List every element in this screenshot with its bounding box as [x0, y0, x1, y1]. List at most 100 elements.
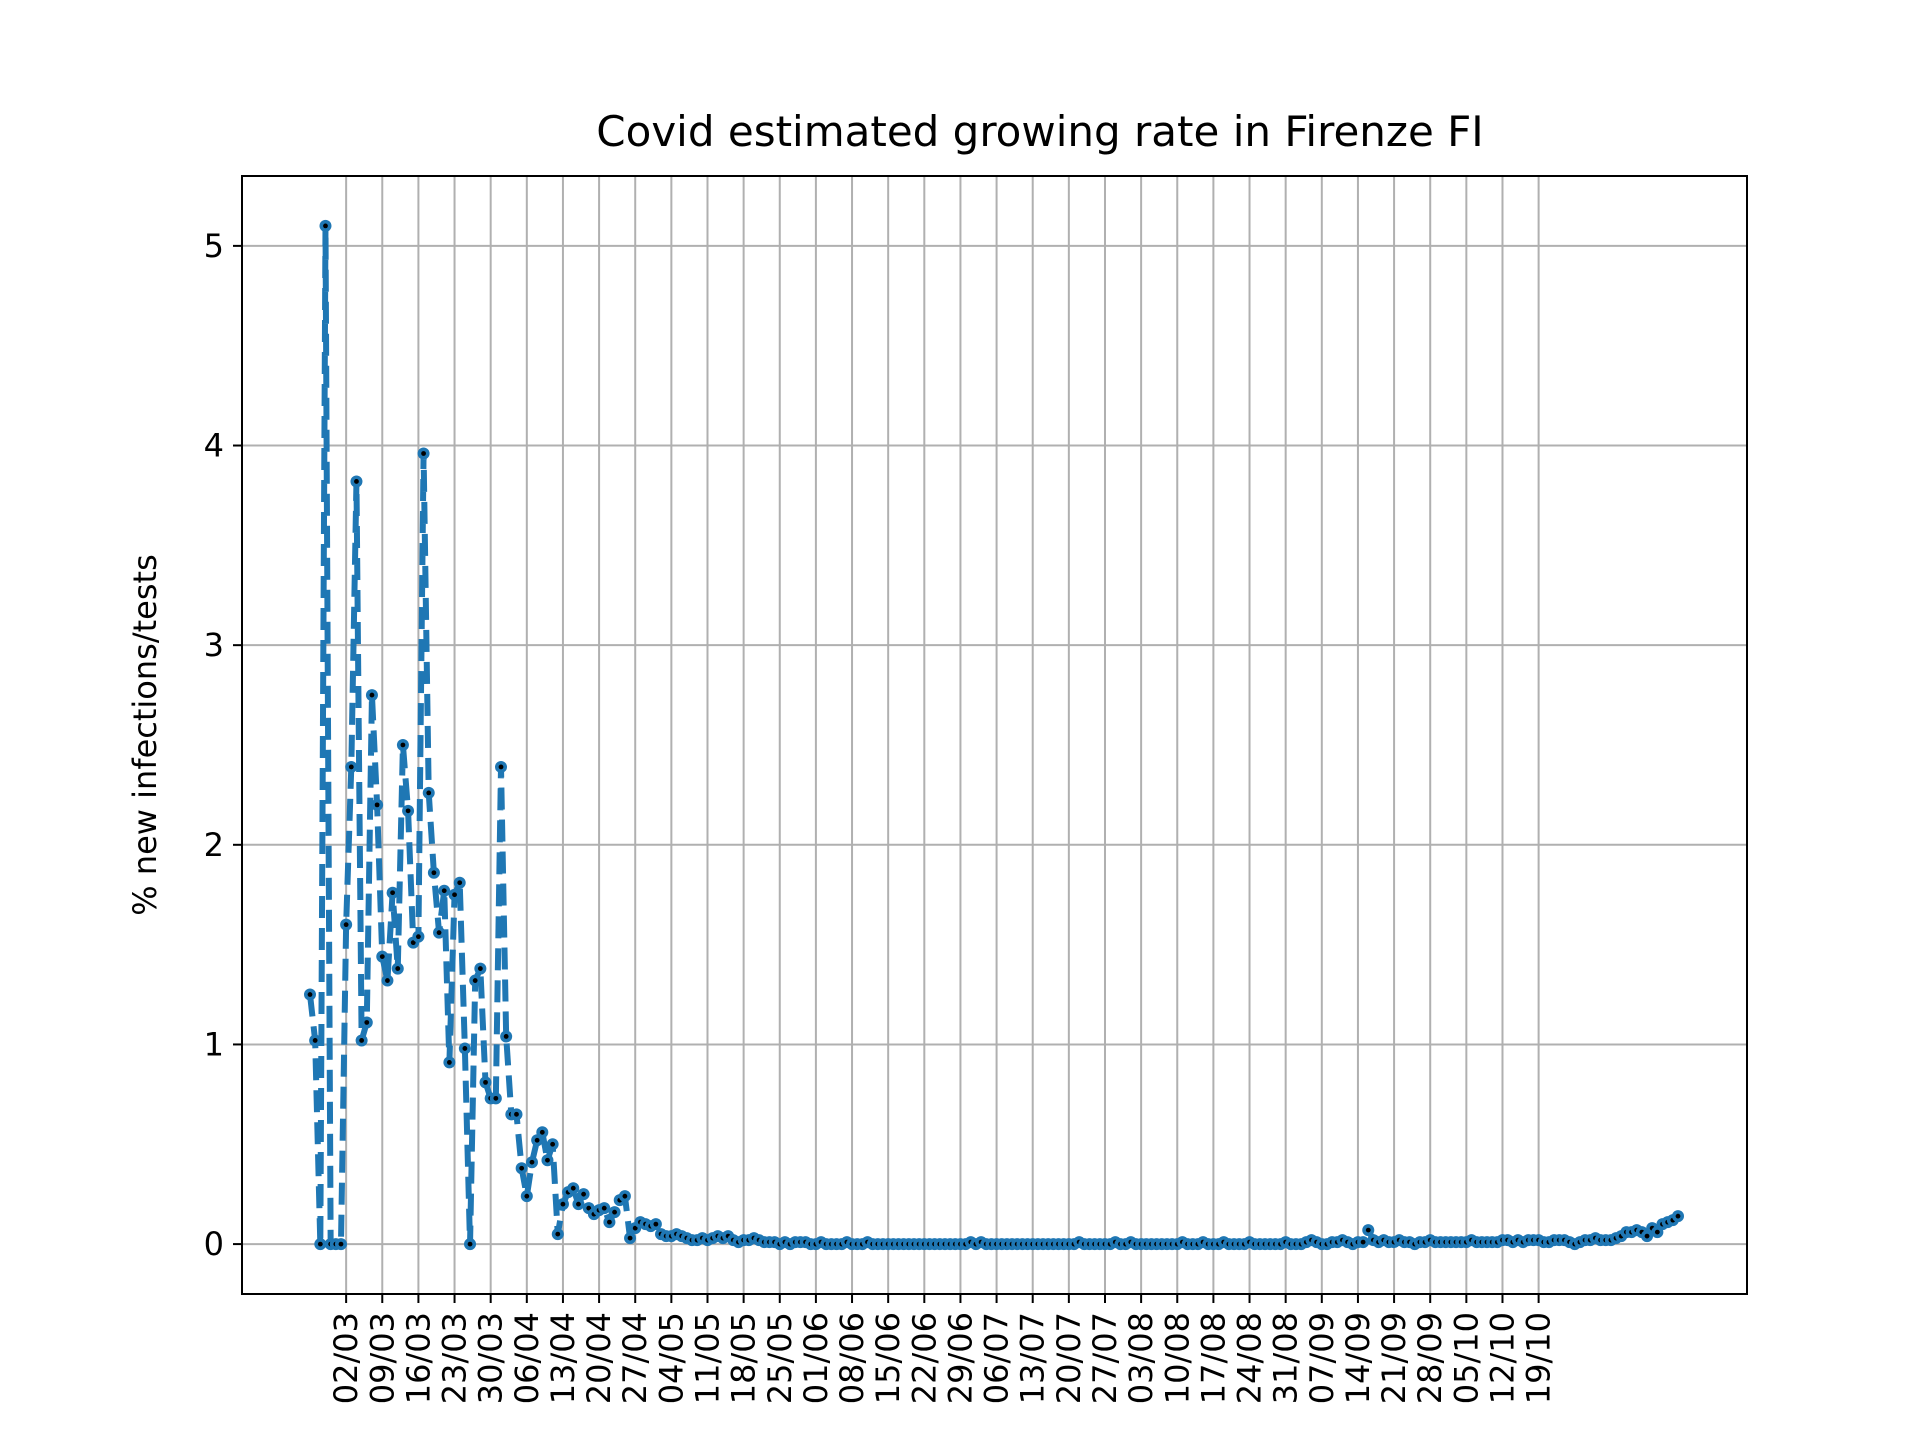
- x-axis: 02/0309/0316/0323/0330/0306/0413/0420/04…: [327, 1294, 1558, 1404]
- y-tick-label: 2: [204, 826, 224, 864]
- data-point-center: [359, 1038, 365, 1043]
- data-point-center: [1644, 1233, 1650, 1239]
- data-point-center: [550, 1141, 556, 1147]
- data-point-center: [1675, 1213, 1681, 1219]
- data-point-center: [446, 1060, 452, 1065]
- x-tick-label: 10/08: [1158, 1312, 1196, 1404]
- data-point-center: [457, 880, 463, 886]
- x-tick-label: 09/03: [363, 1312, 401, 1404]
- data-point-center: [421, 451, 426, 456]
- x-tick-label: 22/06: [905, 1312, 943, 1404]
- x-tick-label: 27/07: [1086, 1312, 1124, 1404]
- data-point-center: [385, 978, 390, 983]
- data-point-center: [529, 1159, 535, 1165]
- data-point-center: [323, 223, 328, 229]
- data-point-center: [369, 692, 375, 698]
- data-point-center: [493, 1095, 499, 1101]
- data-point-center: [317, 1241, 323, 1247]
- x-tick-label: 17/08: [1194, 1312, 1232, 1404]
- y-tick-label: 3: [204, 626, 224, 664]
- data-point-center: [374, 802, 380, 808]
- x-tick-label: 29/06: [941, 1312, 979, 1404]
- data-point-center: [462, 1046, 468, 1051]
- data-point-center: [607, 1219, 612, 1225]
- data-point-center: [570, 1185, 576, 1191]
- y-axis: 0 1 2 3 4 5: [204, 227, 242, 1263]
- y-tick-label: 5: [204, 227, 224, 265]
- data-point-center: [343, 922, 349, 928]
- x-tick-label: 01/06: [797, 1312, 835, 1404]
- data-point-center: [1365, 1227, 1371, 1233]
- y-axis-label: % new infections/tests: [126, 554, 164, 915]
- data-point-center: [601, 1205, 607, 1211]
- x-tick-label: 07/09: [1303, 1312, 1341, 1404]
- y-tick-label: 4: [204, 427, 224, 465]
- y-tick-label: 1: [204, 1025, 224, 1063]
- x-tick-label: 06/07: [978, 1312, 1016, 1404]
- data-point-center: [576, 1201, 581, 1207]
- data-point-center: [498, 764, 504, 770]
- x-tick-label: 14/09: [1339, 1312, 1377, 1404]
- data-point-center: [612, 1209, 617, 1215]
- x-tick-label: 13/07: [1014, 1312, 1052, 1404]
- data-point-center: [338, 1241, 344, 1247]
- grid-lines: [242, 176, 1747, 1294]
- chart-title: Covid estimated growing rate in Firenze …: [596, 107, 1483, 156]
- data-point-center: [472, 978, 478, 983]
- data-point-center: [653, 1221, 659, 1227]
- x-tick-label: 05/10: [1447, 1312, 1485, 1404]
- data-point-center: [581, 1191, 586, 1197]
- x-tick-label: 11/05: [688, 1312, 726, 1404]
- x-tick-label: 28/09: [1411, 1312, 1449, 1404]
- data-point-center: [1654, 1229, 1660, 1235]
- x-tick-label: 27/04: [616, 1312, 654, 1404]
- data-point-center: [503, 1034, 509, 1039]
- data-point-center: [483, 1079, 488, 1085]
- data-point-center: [622, 1193, 628, 1199]
- data-point-center: [452, 892, 457, 898]
- plot-frame: [241, 175, 1748, 1295]
- data-point-center: [410, 940, 416, 946]
- data-point-center: [390, 890, 395, 896]
- data-point-center: [627, 1235, 633, 1241]
- x-tick-label: 30/03: [472, 1312, 510, 1404]
- data-point-center: [431, 870, 437, 876]
- data-point-center: [312, 1038, 318, 1043]
- data-point-center: [519, 1165, 525, 1171]
- x-tick-label: 04/05: [652, 1312, 690, 1404]
- x-tick-label: 15/06: [869, 1312, 907, 1404]
- x-tick-label: 20/04: [580, 1312, 618, 1404]
- data-point-center: [477, 966, 483, 971]
- x-tick-label: 13/04: [544, 1312, 582, 1404]
- data-point-center: [441, 888, 447, 894]
- x-tick-label: 19/10: [1520, 1312, 1558, 1404]
- data-point-center: [354, 479, 359, 484]
- data-point-center: [555, 1231, 561, 1237]
- data-point-center: [307, 992, 313, 997]
- x-tick-label: 16/03: [399, 1312, 437, 1404]
- x-tick-label: 12/10: [1483, 1312, 1521, 1404]
- x-tick-label: 25/05: [761, 1312, 799, 1404]
- data-point-center: [348, 764, 354, 770]
- data-point-center: [539, 1129, 545, 1135]
- y-tick-label: 0: [204, 1225, 224, 1263]
- x-tick-label: 08/06: [833, 1312, 871, 1404]
- data-point-center: [632, 1225, 638, 1231]
- x-tick-label: 06/04: [508, 1312, 546, 1404]
- data-point-center: [400, 742, 406, 748]
- x-tick-label: 18/05: [725, 1312, 763, 1404]
- data-point-center: [524, 1193, 530, 1199]
- x-tick-label: 20/07: [1050, 1312, 1088, 1404]
- data-point-center: [405, 808, 411, 814]
- data-point-center: [426, 790, 432, 796]
- series-points: [304, 219, 1684, 1251]
- data-point-center: [534, 1137, 540, 1143]
- data-point-center: [436, 930, 442, 936]
- x-tick-label: 21/09: [1375, 1312, 1413, 1404]
- data-point-center: [1360, 1239, 1366, 1245]
- data-point-center: [560, 1201, 566, 1207]
- data-point-center: [467, 1241, 473, 1247]
- x-tick-label: 24/08: [1231, 1312, 1269, 1404]
- data-point-center: [364, 1020, 370, 1025]
